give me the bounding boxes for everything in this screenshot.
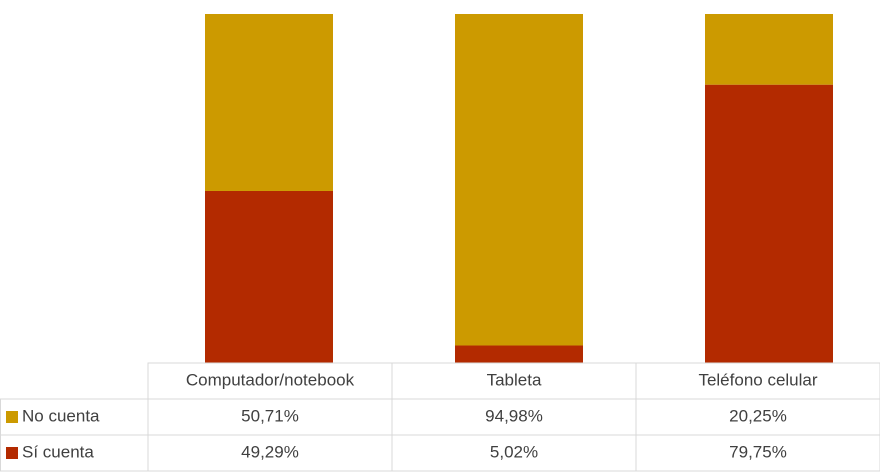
value-label: 20,25% <box>729 406 787 425</box>
category-label: Tableta <box>487 370 542 389</box>
value-label: 49,29% <box>241 442 299 461</box>
table-cell <box>635 434 880 472</box>
bar-segment <box>205 190 333 363</box>
legend-swatch <box>6 447 18 459</box>
value-label: 79,75% <box>729 442 787 461</box>
legend-label: No cuenta <box>22 406 100 425</box>
value-label: 50,71% <box>241 406 299 425</box>
category-label: Teléfono celular <box>698 370 817 389</box>
value-label: 5,02% <box>490 442 538 461</box>
legend-swatch <box>6 411 18 423</box>
value-label: 94,98% <box>485 406 543 425</box>
category-label: Computador/notebook <box>186 370 355 389</box>
bar-segment <box>205 14 333 191</box>
bar-segment <box>455 345 583 363</box>
bar-segment <box>455 14 583 346</box>
bar-segment <box>705 14 833 85</box>
bar-segment <box>705 84 833 364</box>
legend-label: Sí cuenta <box>22 442 94 461</box>
